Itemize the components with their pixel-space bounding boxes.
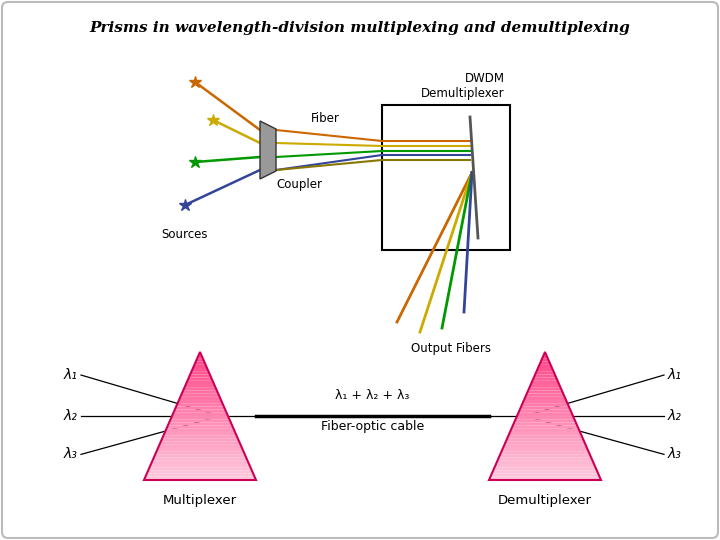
Polygon shape xyxy=(181,394,220,397)
Text: λ₁: λ₁ xyxy=(63,368,77,382)
Polygon shape xyxy=(179,397,221,400)
Polygon shape xyxy=(196,359,204,362)
Polygon shape xyxy=(490,474,600,477)
Polygon shape xyxy=(190,371,210,374)
Polygon shape xyxy=(187,377,212,381)
Polygon shape xyxy=(178,400,222,403)
Text: Fiber: Fiber xyxy=(310,112,339,125)
Text: DWDM
Demultiplexer: DWDM Demultiplexer xyxy=(421,72,505,100)
Polygon shape xyxy=(539,362,551,365)
Text: λ₂: λ₂ xyxy=(63,409,77,423)
Polygon shape xyxy=(541,359,549,362)
Polygon shape xyxy=(510,429,580,432)
Polygon shape xyxy=(193,365,207,368)
Text: λ₂: λ₂ xyxy=(668,409,682,423)
Polygon shape xyxy=(514,419,576,422)
Polygon shape xyxy=(511,426,579,429)
Polygon shape xyxy=(496,461,594,464)
Polygon shape xyxy=(199,352,202,355)
Text: λ₃: λ₃ xyxy=(668,448,682,461)
Polygon shape xyxy=(528,387,562,390)
Polygon shape xyxy=(500,451,590,454)
Polygon shape xyxy=(161,438,239,442)
Polygon shape xyxy=(534,374,557,377)
Polygon shape xyxy=(518,410,572,413)
Bar xyxy=(382,105,510,250)
Polygon shape xyxy=(542,355,548,359)
Polygon shape xyxy=(498,457,593,461)
Polygon shape xyxy=(499,454,591,457)
Polygon shape xyxy=(489,477,601,480)
Polygon shape xyxy=(544,352,546,355)
Polygon shape xyxy=(508,432,582,435)
Polygon shape xyxy=(532,377,557,381)
Polygon shape xyxy=(536,368,554,371)
Text: Fiber-optic cable: Fiber-optic cable xyxy=(321,420,424,433)
Polygon shape xyxy=(168,422,232,426)
Polygon shape xyxy=(527,390,563,394)
Polygon shape xyxy=(157,448,243,451)
Polygon shape xyxy=(156,451,245,454)
Polygon shape xyxy=(175,407,225,410)
Polygon shape xyxy=(260,121,276,179)
Polygon shape xyxy=(520,407,570,410)
Polygon shape xyxy=(521,403,569,407)
Polygon shape xyxy=(492,470,598,474)
Polygon shape xyxy=(517,413,573,416)
Polygon shape xyxy=(166,426,233,429)
Text: Sources: Sources xyxy=(162,228,208,241)
Polygon shape xyxy=(151,461,249,464)
Text: Multiplexer: Multiplexer xyxy=(163,494,237,507)
Polygon shape xyxy=(172,413,228,416)
Polygon shape xyxy=(162,435,238,438)
Polygon shape xyxy=(507,435,582,438)
Polygon shape xyxy=(169,419,231,422)
Polygon shape xyxy=(192,368,208,371)
Polygon shape xyxy=(181,390,218,394)
Polygon shape xyxy=(158,445,242,448)
Polygon shape xyxy=(505,438,584,442)
Polygon shape xyxy=(184,384,215,387)
Polygon shape xyxy=(531,381,559,384)
Polygon shape xyxy=(174,410,227,413)
Polygon shape xyxy=(516,416,575,419)
Polygon shape xyxy=(145,474,255,477)
Polygon shape xyxy=(183,387,217,390)
Polygon shape xyxy=(150,464,251,467)
Polygon shape xyxy=(524,397,566,400)
Text: λ₃: λ₃ xyxy=(63,448,77,461)
Polygon shape xyxy=(535,371,555,374)
Polygon shape xyxy=(526,394,564,397)
Polygon shape xyxy=(144,477,256,480)
Polygon shape xyxy=(495,464,595,467)
Polygon shape xyxy=(493,467,597,470)
Polygon shape xyxy=(186,381,214,384)
Polygon shape xyxy=(153,457,248,461)
Polygon shape xyxy=(147,470,253,474)
Polygon shape xyxy=(197,355,203,359)
Polygon shape xyxy=(171,416,230,419)
Polygon shape xyxy=(530,384,560,387)
Polygon shape xyxy=(513,422,577,426)
Text: λ₁ + λ₂ + λ₃: λ₁ + λ₂ + λ₃ xyxy=(336,389,410,402)
Polygon shape xyxy=(163,432,236,435)
Polygon shape xyxy=(505,442,585,445)
Polygon shape xyxy=(159,442,240,445)
Polygon shape xyxy=(194,362,206,365)
Text: Demultiplexer: Demultiplexer xyxy=(498,494,592,507)
Polygon shape xyxy=(189,374,211,377)
Polygon shape xyxy=(538,365,552,368)
Polygon shape xyxy=(523,400,567,403)
Text: λ₁: λ₁ xyxy=(668,368,682,382)
Polygon shape xyxy=(154,454,246,457)
Polygon shape xyxy=(176,403,224,407)
Polygon shape xyxy=(165,429,235,432)
Polygon shape xyxy=(148,467,252,470)
Polygon shape xyxy=(502,448,588,451)
Polygon shape xyxy=(503,445,587,448)
Text: Prisms in wavelength-division multiplexing and demultiplexing: Prisms in wavelength-division multiplexi… xyxy=(89,21,631,35)
Text: Output Fibers: Output Fibers xyxy=(411,342,491,355)
Text: Coupler: Coupler xyxy=(276,178,322,191)
